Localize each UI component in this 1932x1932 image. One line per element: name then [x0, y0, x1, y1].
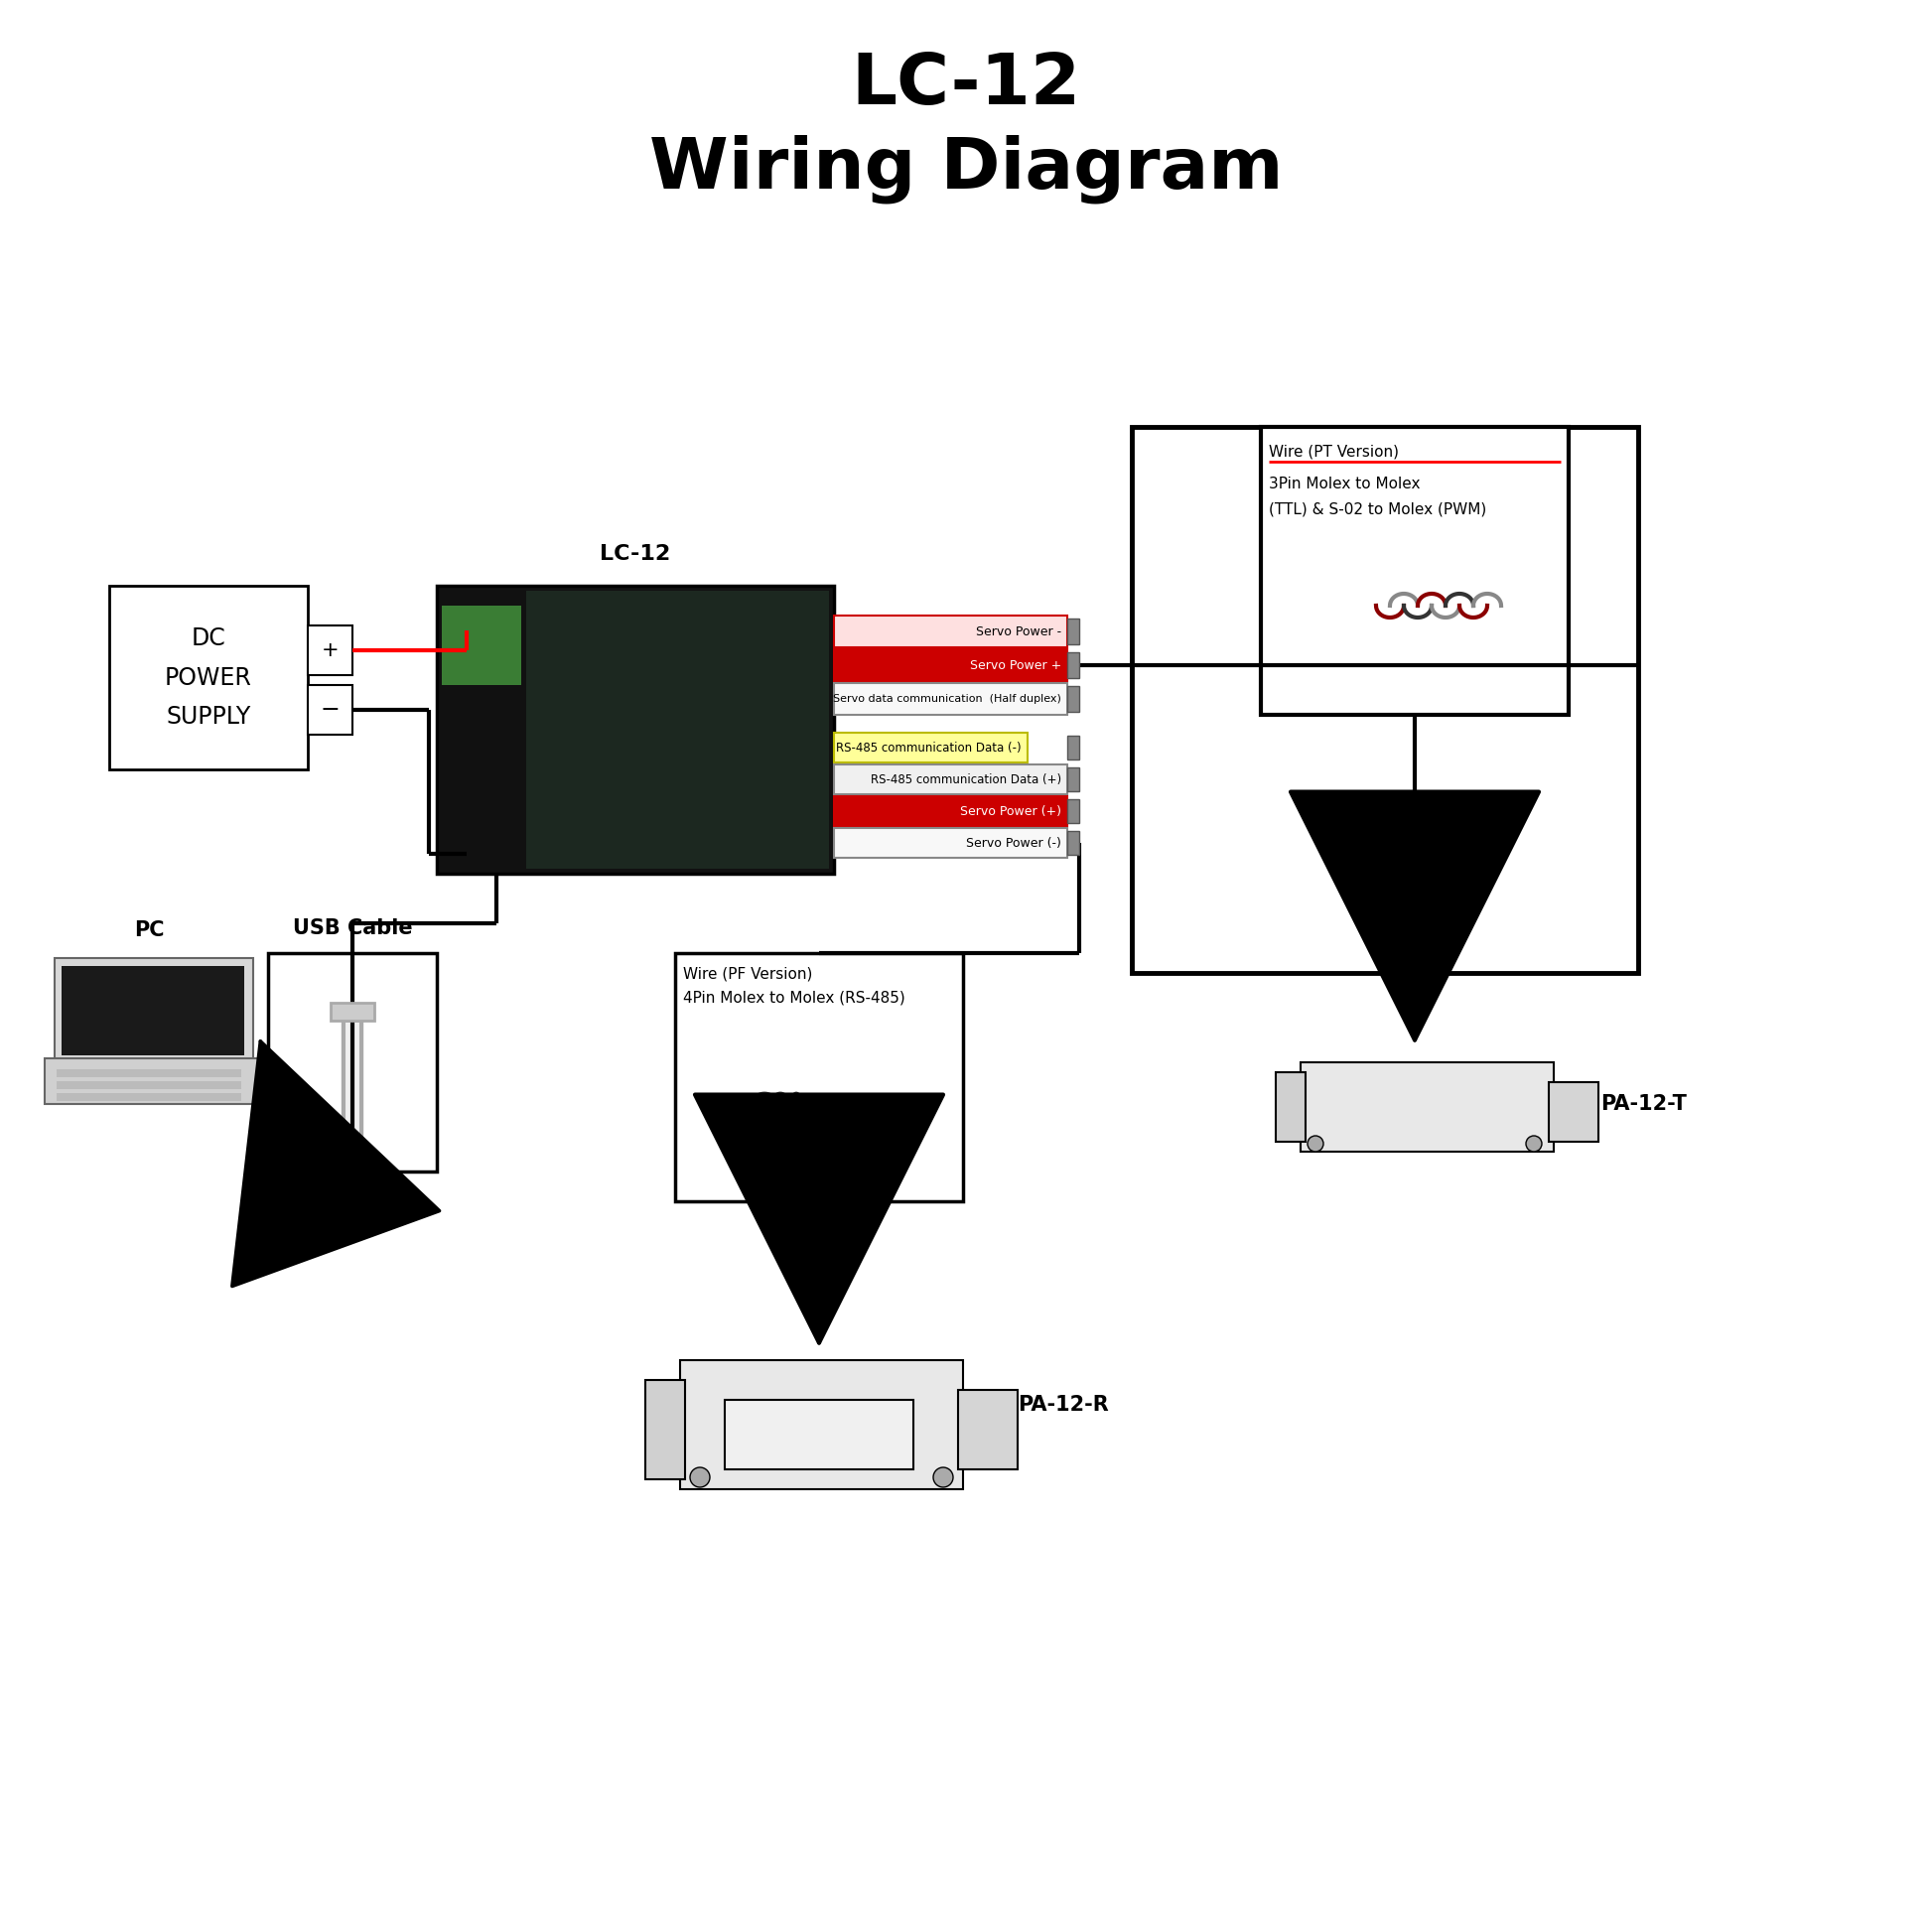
Bar: [724, 1401, 914, 1470]
Bar: [330, 1003, 375, 1020]
Bar: [835, 765, 1066, 794]
Text: (TTL) & S-02 to Molex (PWM): (TTL) & S-02 to Molex (PWM): [1269, 502, 1486, 516]
Bar: [269, 952, 437, 1171]
Text: RS-485 communication Data (+): RS-485 communication Data (+): [871, 773, 1061, 786]
Text: −: −: [321, 697, 340, 723]
Text: 3Pin Molex to Molex: 3Pin Molex to Molex: [1269, 477, 1420, 491]
Bar: [835, 649, 1066, 682]
Circle shape: [1526, 1136, 1542, 1151]
Text: Wire (PT Version): Wire (PT Version): [1269, 444, 1399, 460]
Bar: [835, 616, 1066, 647]
Bar: [1066, 831, 1080, 854]
Bar: [54, 958, 253, 1063]
Bar: [835, 829, 1066, 858]
Bar: [1262, 427, 1569, 715]
Text: Servo data communication  (Half duplex): Servo data communication (Half duplex): [833, 694, 1061, 703]
Bar: [110, 585, 307, 769]
Circle shape: [1308, 1136, 1323, 1151]
Text: RS-485 communication Data (-): RS-485 communication Data (-): [837, 742, 1022, 753]
Text: PC: PC: [133, 920, 164, 941]
Bar: [835, 796, 1066, 827]
Text: USB Cable: USB Cable: [292, 918, 412, 939]
Bar: [958, 1389, 1018, 1470]
Bar: [526, 591, 829, 869]
Text: 4Pin Molex to Molex (RS-485): 4Pin Molex to Molex (RS-485): [684, 991, 906, 1007]
Bar: [1549, 1082, 1598, 1142]
Bar: [1275, 1072, 1306, 1142]
Bar: [1066, 800, 1080, 823]
Bar: [307, 626, 352, 674]
Bar: [56, 1080, 242, 1090]
Bar: [1300, 1063, 1553, 1151]
Bar: [835, 684, 1066, 715]
Bar: [674, 952, 962, 1202]
Bar: [44, 1059, 259, 1105]
Bar: [437, 585, 835, 873]
Text: Servo Power (-): Servo Power (-): [966, 837, 1061, 850]
Text: PA-12-R: PA-12-R: [1018, 1395, 1109, 1414]
Bar: [1066, 767, 1080, 792]
Text: Servo Power (+): Servo Power (+): [960, 804, 1061, 817]
Bar: [1066, 653, 1080, 678]
Bar: [1066, 618, 1080, 645]
Bar: [56, 1068, 242, 1076]
Bar: [1132, 427, 1638, 974]
Bar: [1066, 686, 1080, 711]
Text: +: +: [321, 639, 338, 661]
Text: Wiring Diagram: Wiring Diagram: [649, 135, 1283, 203]
Text: Wire (PF Version): Wire (PF Version): [684, 968, 813, 981]
Text: Servo Power -: Servo Power -: [976, 624, 1061, 638]
Text: DC
POWER
SUPPLY: DC POWER SUPPLY: [164, 626, 251, 728]
Bar: [338, 1157, 367, 1179]
Bar: [62, 966, 243, 1055]
Bar: [1066, 736, 1080, 759]
Bar: [56, 1094, 242, 1101]
Bar: [307, 686, 352, 734]
Circle shape: [933, 1468, 952, 1488]
Text: Servo Power +: Servo Power +: [970, 659, 1061, 672]
Bar: [645, 1379, 686, 1480]
Circle shape: [690, 1468, 709, 1488]
Text: LC-12: LC-12: [601, 545, 670, 564]
Text: LC-12: LC-12: [852, 50, 1080, 118]
Bar: [680, 1360, 962, 1490]
Bar: [442, 605, 522, 686]
Text: PA-12-T: PA-12-T: [1600, 1095, 1687, 1115]
Bar: [835, 732, 1028, 763]
